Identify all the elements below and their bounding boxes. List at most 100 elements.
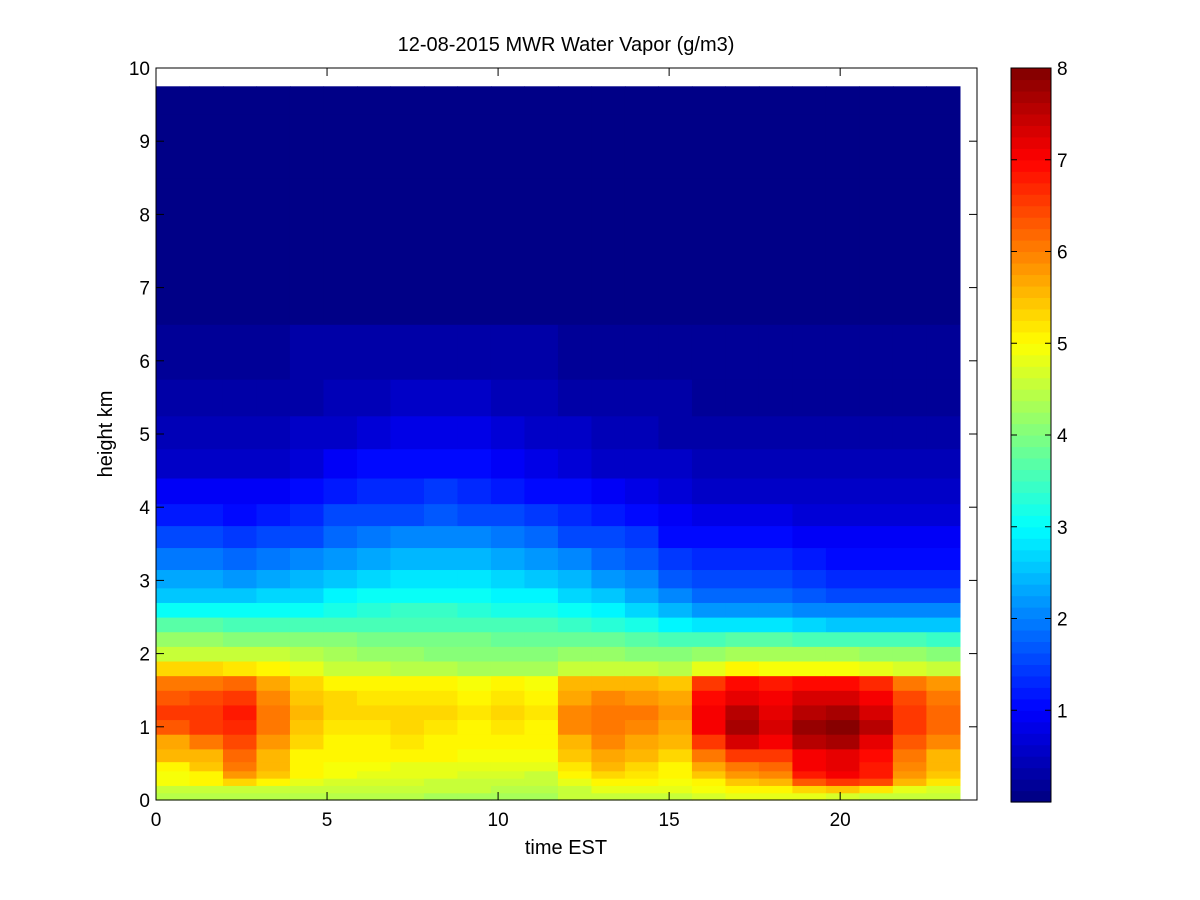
heatmap-cell [156,503,191,527]
heatmap-cell [256,660,291,677]
heatmap-cell [557,761,593,772]
heatmap-cell [792,660,827,677]
heatmap-cell [490,646,526,662]
heatmap-cell [859,525,894,549]
heatmap-cell [390,617,425,633]
heatmap-cell [524,734,559,750]
heatmap-cell [658,719,693,735]
heatmap-cell [792,379,827,417]
heatmap-cell [457,86,492,115]
heatmap-cell [624,602,660,618]
heatmap-cell [892,690,927,706]
heatmap-cell [758,587,794,603]
heatmap-cell [356,675,392,691]
heatmap-cell [658,646,693,662]
heatmap-cell [457,177,492,252]
heatmap-cell [926,569,961,589]
heatmap-cell [758,770,794,779]
heatmap-cell [691,379,727,417]
heatmap-cell [859,379,894,417]
colorbar-swatch [1011,687,1051,700]
y-tick-label: 1 [139,718,150,739]
heatmap-cell [758,525,794,549]
heatmap-cell [524,631,559,647]
heatmap-cell [289,177,325,252]
heatmap-cell [189,690,224,706]
heatmap-cell [691,525,727,549]
colorbar-swatch [1011,251,1051,264]
heatmap-cell [725,734,760,750]
colorbar-swatch [1011,503,1051,516]
heatmap-cell [725,675,760,691]
colorbar-swatch [1011,331,1051,344]
heatmap-cell [758,448,794,479]
colorbar-swatch [1011,572,1051,585]
heatmap-cell [390,251,425,325]
heatmap-cell [725,719,760,735]
heatmap-cell [289,448,325,479]
heatmap-cell [624,587,660,603]
heatmap-cell [926,646,961,662]
heatmap-cell [323,547,358,571]
heatmap-cell [390,477,425,505]
heatmap-cell [524,675,559,691]
heatmap-cell [591,587,626,603]
heatmap-cell [892,770,927,779]
heatmap-cell [725,770,760,779]
heatmap-cell [490,690,526,706]
heatmap-cell [524,251,559,325]
heatmap-cell [524,761,559,772]
heatmap-cell [859,113,894,179]
heatmap-cell [792,448,827,479]
heatmap-cell [859,646,894,662]
heatmap-cell [524,778,559,786]
heatmap-cell [390,503,425,527]
heatmap-cell [323,415,358,450]
colorbar-swatch [1011,194,1051,207]
heatmap-cell [256,785,291,794]
heatmap-cell [725,525,760,549]
heatmap-cell [825,617,861,633]
heatmap-cell [591,525,626,549]
colorbar-swatch [1011,285,1051,298]
heatmap-cell [658,477,693,505]
colorbar-swatch [1011,205,1051,218]
heatmap-cell [289,587,325,603]
colorbar-tick-label: 8 [1057,59,1068,80]
colorbar-tick-label: 4 [1057,426,1068,447]
heatmap-cell [591,324,626,380]
y-tick-label: 2 [139,645,150,666]
heatmap-cell [524,646,559,662]
heatmap-cell [156,379,191,417]
heatmap-cell [624,719,660,735]
heatmap-cell [859,785,894,794]
y-tick-label: 9 [139,132,150,153]
heatmap-cell [926,587,961,603]
heatmap-cell [390,770,425,779]
heatmap-cell [289,785,325,794]
heatmap-cell [156,547,191,571]
colorbar-swatch [1011,549,1051,562]
heatmap-cell [256,646,291,662]
heatmap-cell [624,761,660,772]
heatmap-cell [691,778,727,786]
heatmap-cell [256,448,291,479]
heatmap-cell [423,86,459,115]
heatmap-cell [892,719,927,735]
heatmap-cell [557,379,593,417]
heatmap-cell [892,631,927,647]
heatmap-cell [356,86,392,115]
heatmap-cell [156,415,191,450]
heatmap-cell [323,448,358,479]
heatmap-cell [658,602,693,618]
heatmap-cell [792,690,827,706]
colorbar-swatch [1011,756,1051,769]
heatmap-cell [490,660,526,677]
colorbar-tick-label: 2 [1057,610,1068,631]
heatmap-cell [156,587,191,603]
heatmap-cell [390,646,425,662]
heatmap-cell [390,761,425,772]
heatmap-cell [825,448,861,479]
y-tick-label: 5 [139,425,150,446]
heatmap-cell [289,761,325,772]
